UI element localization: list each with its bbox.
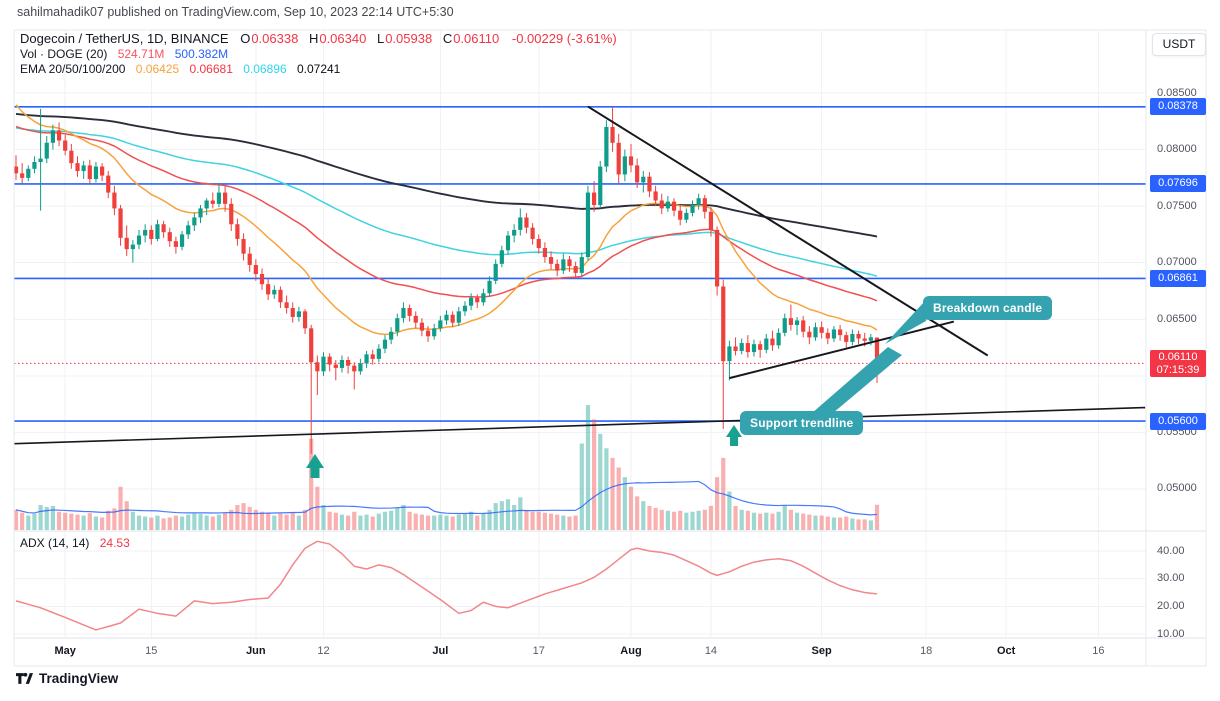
time-axis-label: Jul [432,645,449,657]
legend-row-symbol: Dogecoin / TetherUS, 1D, BINANCE O0.0633… [20,31,617,47]
time-axis-label: Sep [811,645,832,657]
last-price-badge: 0.06110 07:15:39 [1150,350,1206,378]
time-axis-label: Aug [620,645,642,657]
adx-axis-label: 30.00 [1157,572,1185,585]
price-axis-label: 0.08000 [1157,143,1197,156]
symbol-legend: Dogecoin / TetherUS, 1D, BINANCE O0.0633… [20,31,617,78]
tradingview-watermark[interactable]: TradingView [16,671,118,686]
trendline-long-term-support[interactable] [14,406,1146,445]
trendline-rising-support[interactable] [729,320,955,380]
grid [14,30,1146,637]
tradingview-logo-icon [16,672,33,684]
ema50-value: 0.06681 [189,62,233,76]
adx-pane[interactable] [15,540,878,631]
time-axis-label: 15 [145,645,158,657]
adx-label: ADX (14, 14) [20,536,90,550]
adx-indicator-legend[interactable]: ADX (14, 14) 24.53 [20,536,130,550]
symbol-title[interactable]: Dogecoin / TetherUS, 1D, BINANCE [20,31,229,46]
price-axis-label: 0.05000 [1157,482,1197,495]
volume-indicator-label[interactable]: Vol · DOGE (20) [20,46,108,61]
annotation-breakdown-candle[interactable]: Breakdown candle [923,296,1053,320]
ema100-line[interactable] [15,127,878,277]
change-value: -0.00229 (-3.61%) [511,31,617,46]
ema200-value: 0.07241 [296,62,341,76]
ema50-line[interactable] [15,125,878,302]
publish-info: sahilmahadik07 published on TradingView.… [17,5,454,19]
ema20-value: 0.06425 [135,62,180,76]
ema20-line[interactable] [15,104,878,336]
adx-axis-label: 20.00 [1157,599,1185,612]
pane-separators [13,29,1207,667]
price-axis-label: 0.08500 [1157,86,1197,99]
level-price-badge: 0.08378 [1150,98,1206,116]
level-price-badge: 0.06861 [1150,269,1206,287]
support-callout-pointer[interactable] [812,347,902,413]
legend-row-volume: Vol · DOGE (20) 524.71M 500.382M [20,47,617,63]
adx-axis-label: 40.00 [1157,544,1185,557]
up-arrow-marker-august[interactable] [726,425,742,446]
time-axis-label: Oct [996,645,1016,657]
legend-row-ema: EMA 20/50/100/200 0.06425 0.06681 0.0689… [20,62,617,78]
volume-current-value: 524.71M [117,46,165,61]
ema100-value: 0.06896 [243,62,287,76]
volume-ma-line [15,480,878,516]
currency-toggle-button[interactable]: USDT [1152,33,1206,56]
annotation-support-trendline[interactable]: Support trendline [740,411,864,435]
price-axis-label: 0.07500 [1157,199,1197,212]
level-price-badge: 0.05600 [1150,412,1206,430]
watermark-text: TradingView [39,671,119,686]
ohlc-open: O0.06338 [240,31,299,46]
price-axis-label: 0.06500 [1157,312,1197,325]
price-pane[interactable] [14,104,989,530]
ohlc-low: L0.05938 [376,31,433,46]
volume-bars [14,405,880,530]
adx-line [15,540,878,631]
price-axis-label: 0.07000 [1157,256,1197,269]
time-axis-label: 14 [704,645,718,657]
publish-text: sahilmahadik07 published on TradingView.… [17,5,454,19]
up-arrow-marker-june[interactable] [306,454,324,478]
breakdown-callout-pointer[interactable] [885,300,926,344]
adx-axis-label: 10.00 [1157,627,1185,640]
level-price-badge: 0.07696 [1150,175,1206,193]
time-axis-label: 18 [920,645,933,657]
time-axis-label: May [54,645,76,657]
time-axis-label: 16 [1092,645,1105,657]
adx-value: 24.53 [99,536,130,550]
ema-indicator-label[interactable]: EMA 20/50/100/200 [20,62,126,76]
candlesticks[interactable] [14,106,880,454]
time-axis-label: 17 [532,645,545,657]
ohlc-close: C0.06110 [442,31,500,46]
time-axis-label: 12 [317,645,330,657]
time-axis-label: Jun [246,645,266,657]
volume-ma-value: 500.382M [174,46,229,61]
ema200-line[interactable] [15,113,878,238]
ohlc-high: H0.06340 [308,31,367,46]
